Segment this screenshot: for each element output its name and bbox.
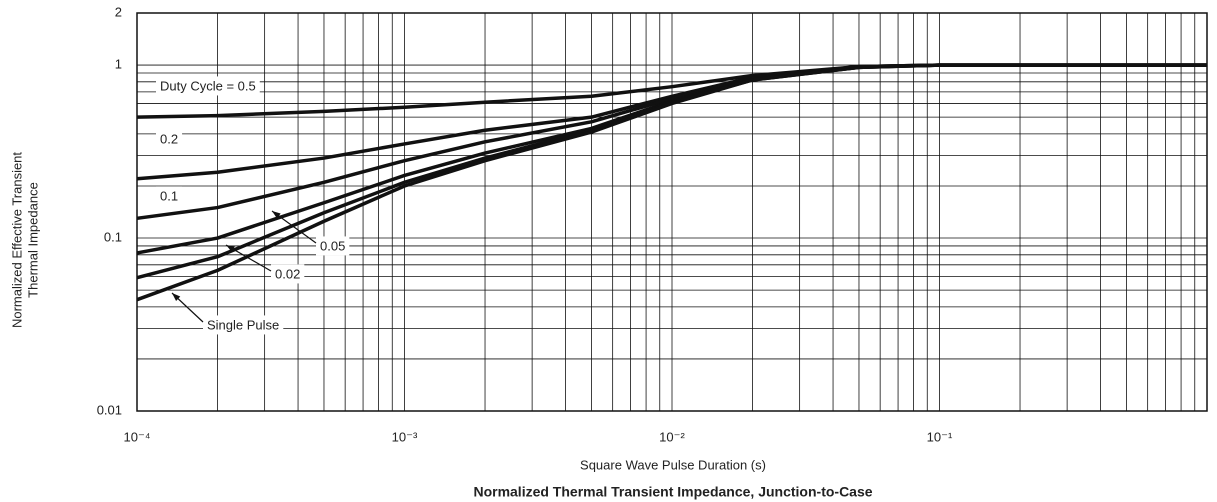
series-label: 0.1 — [160, 188, 178, 203]
x-tick-label: 10⁻³ — [392, 429, 418, 444]
series-label: 0.2 — [160, 131, 178, 146]
series-label: Duty Cycle = 0.5 — [160, 78, 256, 93]
arrow-head — [272, 211, 281, 219]
series-label: 0.05 — [320, 238, 345, 253]
series-line — [136, 63, 1207, 302]
label-background — [203, 315, 284, 335]
chart-title: Normalized Thermal Transient Impedance, … — [473, 484, 872, 500]
arrow-head — [172, 293, 181, 302]
plot-border — [136, 12, 1208, 412]
x-tick-label: 10⁻⁴ — [124, 429, 151, 444]
x-tick-label: 10⁻² — [659, 429, 685, 444]
y-tick-label: 0.01 — [97, 402, 122, 417]
y-axis-label: Thermal Impedance — [25, 182, 40, 298]
annotation-arrow — [225, 244, 272, 272]
series-label: Single Pulse — [207, 317, 279, 332]
y-axis-label: Normalized Effective Transient — [9, 152, 24, 328]
label-background — [156, 186, 183, 206]
x-axis-label: Square Wave Pulse Duration (s) — [580, 457, 766, 472]
label-background — [271, 264, 305, 284]
series-label: 0.02 — [275, 266, 300, 281]
y-tick-label: 1 — [115, 57, 122, 72]
x-tick-label: 10⁻¹ — [927, 429, 953, 444]
label-background — [156, 76, 260, 96]
label-background — [156, 129, 183, 149]
y-tick-label: 2 — [115, 4, 122, 19]
y-tick-label: 0.1 — [104, 229, 122, 244]
arrow-head — [226, 245, 235, 252]
annotation-arrow — [271, 210, 317, 244]
label-background — [316, 236, 350, 256]
